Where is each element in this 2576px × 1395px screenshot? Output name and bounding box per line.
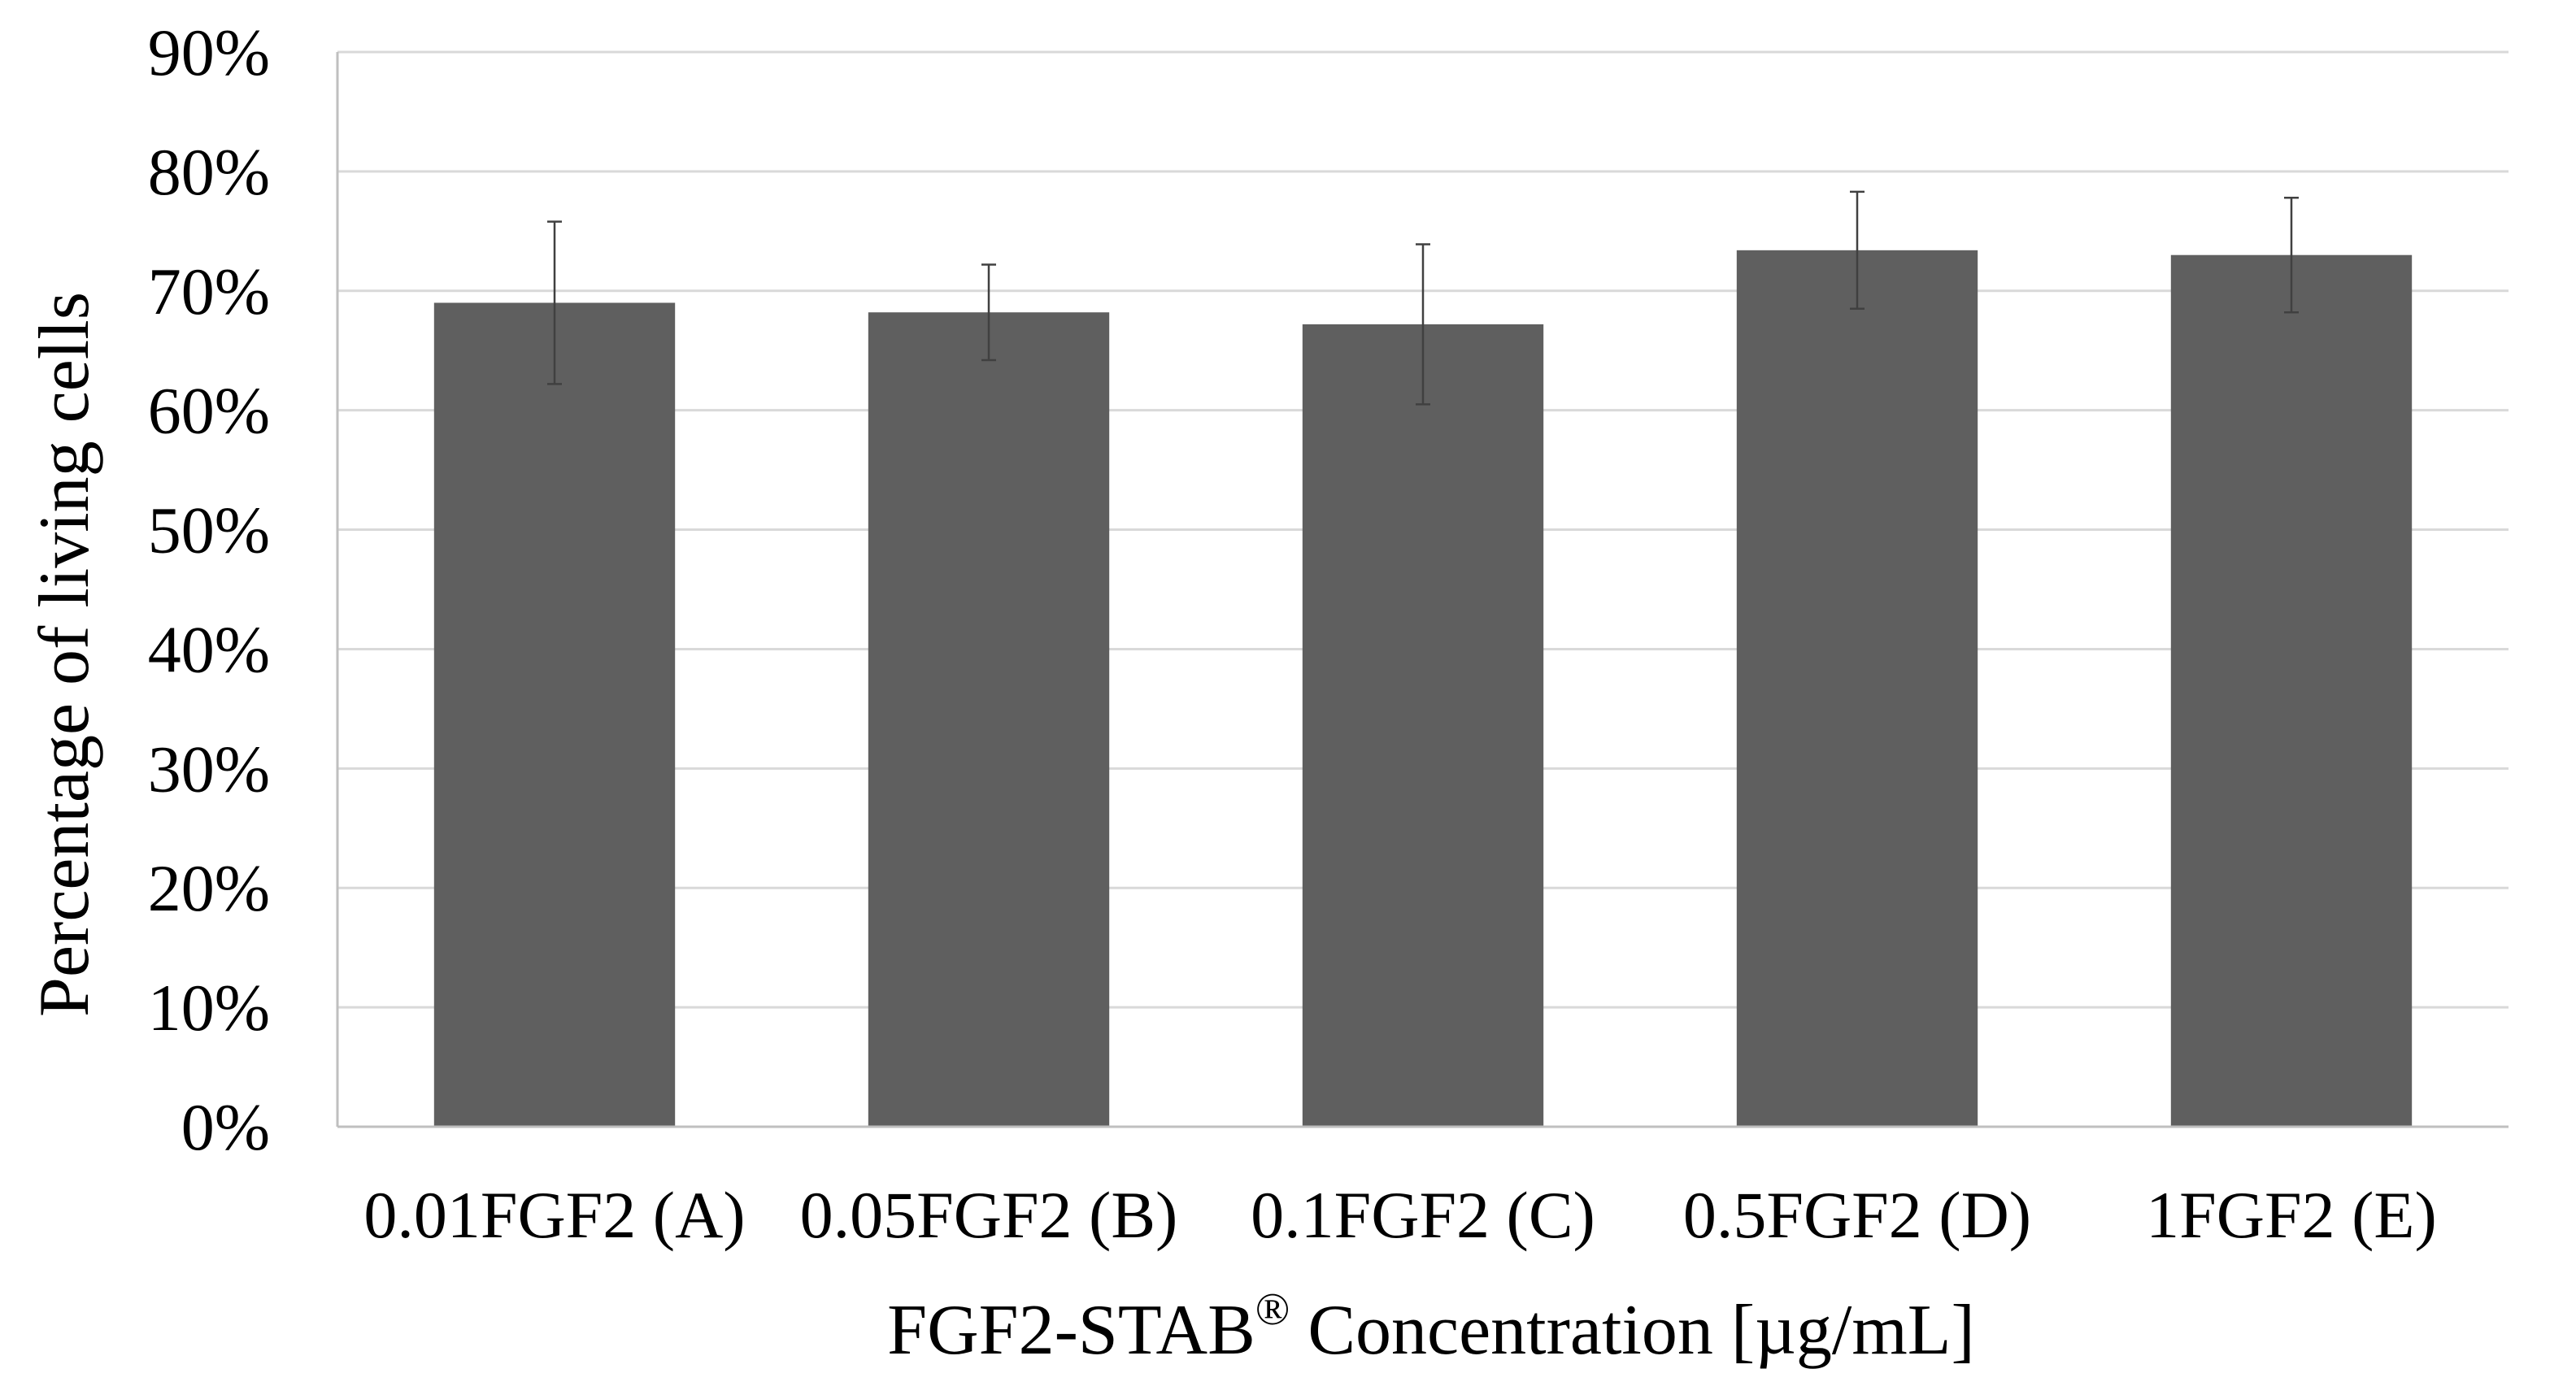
y-tick-label-50: 50% [148, 493, 270, 567]
axes [336, 52, 2509, 1128]
x-axis-title-superscript: ® [1255, 1284, 1290, 1335]
x-tick-label-4: 0.5FGF2 (D) [1683, 1178, 2031, 1252]
x-axis-title-rest: Concentration [µg/mL] [1290, 1291, 1975, 1370]
y-tick-label-70: 70% [148, 254, 270, 328]
y-tick-labels: 0% 10% 20% 30% 40% 50% 60% 70% 80% 90% [148, 15, 270, 1164]
y-tick-label-40: 40% [148, 612, 270, 686]
x-tick-label-2: 0.05FGF2 (B) [800, 1178, 1178, 1252]
x-tick-label-5: 1FGF2 (E) [2146, 1178, 2437, 1252]
bars [433, 250, 2413, 1127]
y-tick-label-80: 80% [148, 135, 270, 209]
x-axis-title: FGF2-STAB® Concentration [µg/mL] [887, 1284, 1975, 1370]
y-tick-label-10: 10% [148, 971, 270, 1045]
x-tick-label-3: 0.1FGF2 (C) [1251, 1178, 1595, 1252]
y-tick-label-20: 20% [148, 851, 270, 925]
y-tick-label-60: 60% [148, 374, 270, 448]
bar-2 [868, 312, 1110, 1127]
y-tick-label-0: 0% [181, 1090, 270, 1164]
x-tick-labels: 0.01FGF2 (A) 0.05FGF2 (B) 0.1FGF2 (C) 0.5FG… [363, 1178, 2436, 1252]
bar-4 [1736, 250, 1978, 1127]
y-tick-label-90: 90% [148, 15, 270, 89]
bar-1 [433, 302, 676, 1127]
x-tick-label-1: 0.01FGF2 (A) [363, 1178, 745, 1252]
x-axis-title-main: FGF2-STAB [887, 1291, 1255, 1370]
bar-5 [2170, 254, 2413, 1127]
error-bars [547, 190, 2299, 406]
y-axis-title: Percentage of living cells [25, 292, 104, 1017]
bar-3 [1302, 324, 1544, 1127]
y-tick-label-30: 30% [148, 732, 270, 806]
